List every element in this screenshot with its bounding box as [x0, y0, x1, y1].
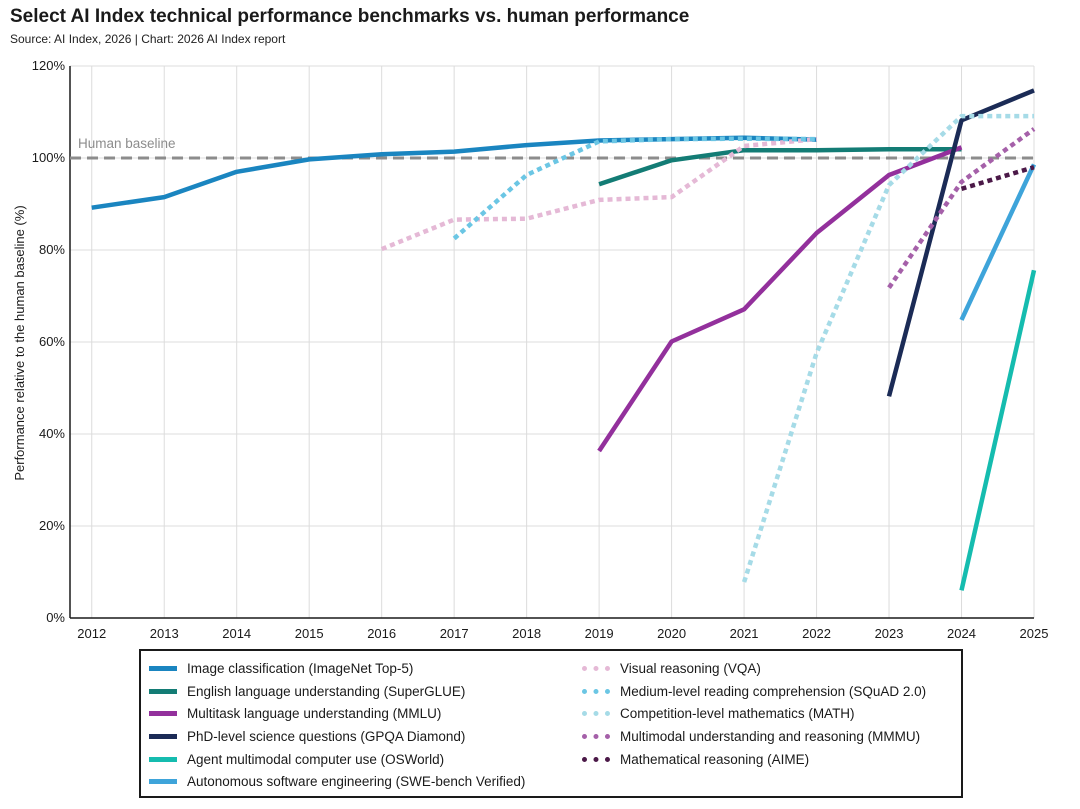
y-tick-label: 100%: [32, 150, 66, 165]
legend-item: Visual reasoning (VQA): [582, 657, 926, 680]
legend-item: Multimodal understanding and reasoning (…: [582, 725, 926, 748]
x-tick-label: 2021: [730, 626, 759, 641]
legend: Image classification (ImageNet Top-5) Eng…: [139, 649, 963, 798]
chart-subtitle: Source: AI Index, 2026 | Chart: 2026 AI …: [10, 32, 286, 46]
legend-item: Mathematical reasoning (AIME): [582, 748, 926, 771]
x-tick-label: 2019: [585, 626, 614, 641]
line-chart: 0%20%40%60%80%100%120% 2012 2013 2014 2015 2…: [12, 58, 1049, 641]
legend-label: Autonomous software engineering (SWE-ben…: [187, 774, 526, 790]
x-tick-label: 2020: [657, 626, 686, 641]
x-tick-label: 2016: [367, 626, 396, 641]
y-tick-label: 120%: [32, 58, 66, 73]
legend-column-left: Image classification (ImageNet Top-5) Eng…: [149, 657, 525, 793]
series-line-9: [887, 127, 1036, 289]
human-baseline-label: Human baseline: [78, 136, 176, 151]
y-tick-label: 60%: [39, 334, 65, 349]
legend-swatch: [582, 688, 610, 694]
legend-item: Image classification (ImageNet Top-5): [149, 657, 525, 680]
legend-column-right: Visual reasoning (VQA) Medium-level readi…: [582, 657, 926, 770]
series-line-3: [886, 88, 1035, 397]
y-axis-ticks: 0% 20% 40% 60% 80% 100% 120%: [32, 58, 71, 625]
x-tick-label: 2015: [295, 626, 324, 641]
legend-label: English language understanding (SuperGLU…: [187, 683, 466, 699]
x-axis-ticks: 2012 2013 2014 2015 2016 2017 2018 2019 2020 2021…: [70, 617, 1049, 641]
series-line-4: [959, 269, 1037, 591]
legend-swatch: [582, 711, 610, 717]
legend-item: Competition-level mathematics (MATH): [582, 702, 926, 725]
legend-label: Multitask language understanding (MMLU): [187, 706, 442, 722]
legend-label: Medium-level reading comprehension (SQuA…: [620, 683, 927, 699]
legend-label: Visual reasoning (VQA): [620, 660, 761, 676]
legend-label: Mathematical reasoning (AIME): [620, 751, 810, 767]
series-line-5: [959, 163, 1037, 321]
series-line-8: [741, 113, 1034, 583]
y-tick-label: 80%: [39, 242, 65, 257]
x-tick-label: 2013: [150, 626, 179, 641]
x-tick-label: 2025: [1020, 626, 1049, 641]
legend-item: Medium-level reading comprehension (SQuA…: [582, 680, 926, 703]
legend-swatch: [149, 779, 177, 785]
series-line-2: [597, 145, 963, 453]
x-tick-label: 2023: [875, 626, 904, 641]
y-axis-label: Performance relative to the human baseli…: [12, 205, 27, 480]
legend-swatch: [582, 756, 610, 762]
legend-item: Autonomous software engineering (SWE-ben…: [149, 770, 525, 793]
x-tick-label: 2014: [222, 626, 251, 641]
series-lines: [91, 88, 1037, 591]
x-tick-label: 2022: [802, 626, 831, 641]
legend-item: Multitask language understanding (MMLU): [149, 702, 525, 725]
legend-label: PhD-level science questions (GPQA Diamon…: [187, 728, 466, 744]
series-line-7: [452, 136, 817, 241]
legend-swatch: [582, 733, 610, 739]
legend-label: Image classification (ImageNet Top-5): [187, 660, 414, 676]
y-tick-label: 40%: [39, 426, 65, 441]
legend-label: Agent multimodal computer use (OSWorld): [187, 751, 445, 767]
legend-label: Competition-level mathematics (MATH): [620, 706, 855, 722]
legend-item: Agent multimodal computer use (OSWorld): [149, 748, 525, 771]
legend-swatch: [149, 665, 177, 671]
series-line-6: [380, 136, 817, 252]
y-tick-label: 0%: [46, 610, 65, 625]
chart-title: Select AI Index technical performance be…: [10, 6, 690, 27]
legend-label: Multimodal understanding and reasoning (…: [620, 728, 921, 744]
legend-swatch: [149, 711, 177, 717]
legend-swatch: [582, 665, 610, 671]
x-tick-label: 2024: [947, 626, 976, 641]
legend-swatch: [149, 756, 177, 762]
legend-swatch: [149, 733, 177, 739]
x-tick-label: 2012: [77, 626, 106, 641]
y-tick-label: 20%: [39, 518, 65, 533]
legend-item: English language understanding (SuperGLU…: [149, 680, 525, 703]
legend-swatch: [149, 688, 177, 694]
human-baseline: Human baseline: [70, 136, 1034, 160]
x-tick-label: 2017: [440, 626, 469, 641]
series-line-10: [960, 165, 1035, 191]
series-line-1: [598, 147, 962, 187]
x-tick-label: 2018: [512, 626, 541, 641]
legend-item: PhD-level science questions (GPQA Diamon…: [149, 725, 525, 748]
